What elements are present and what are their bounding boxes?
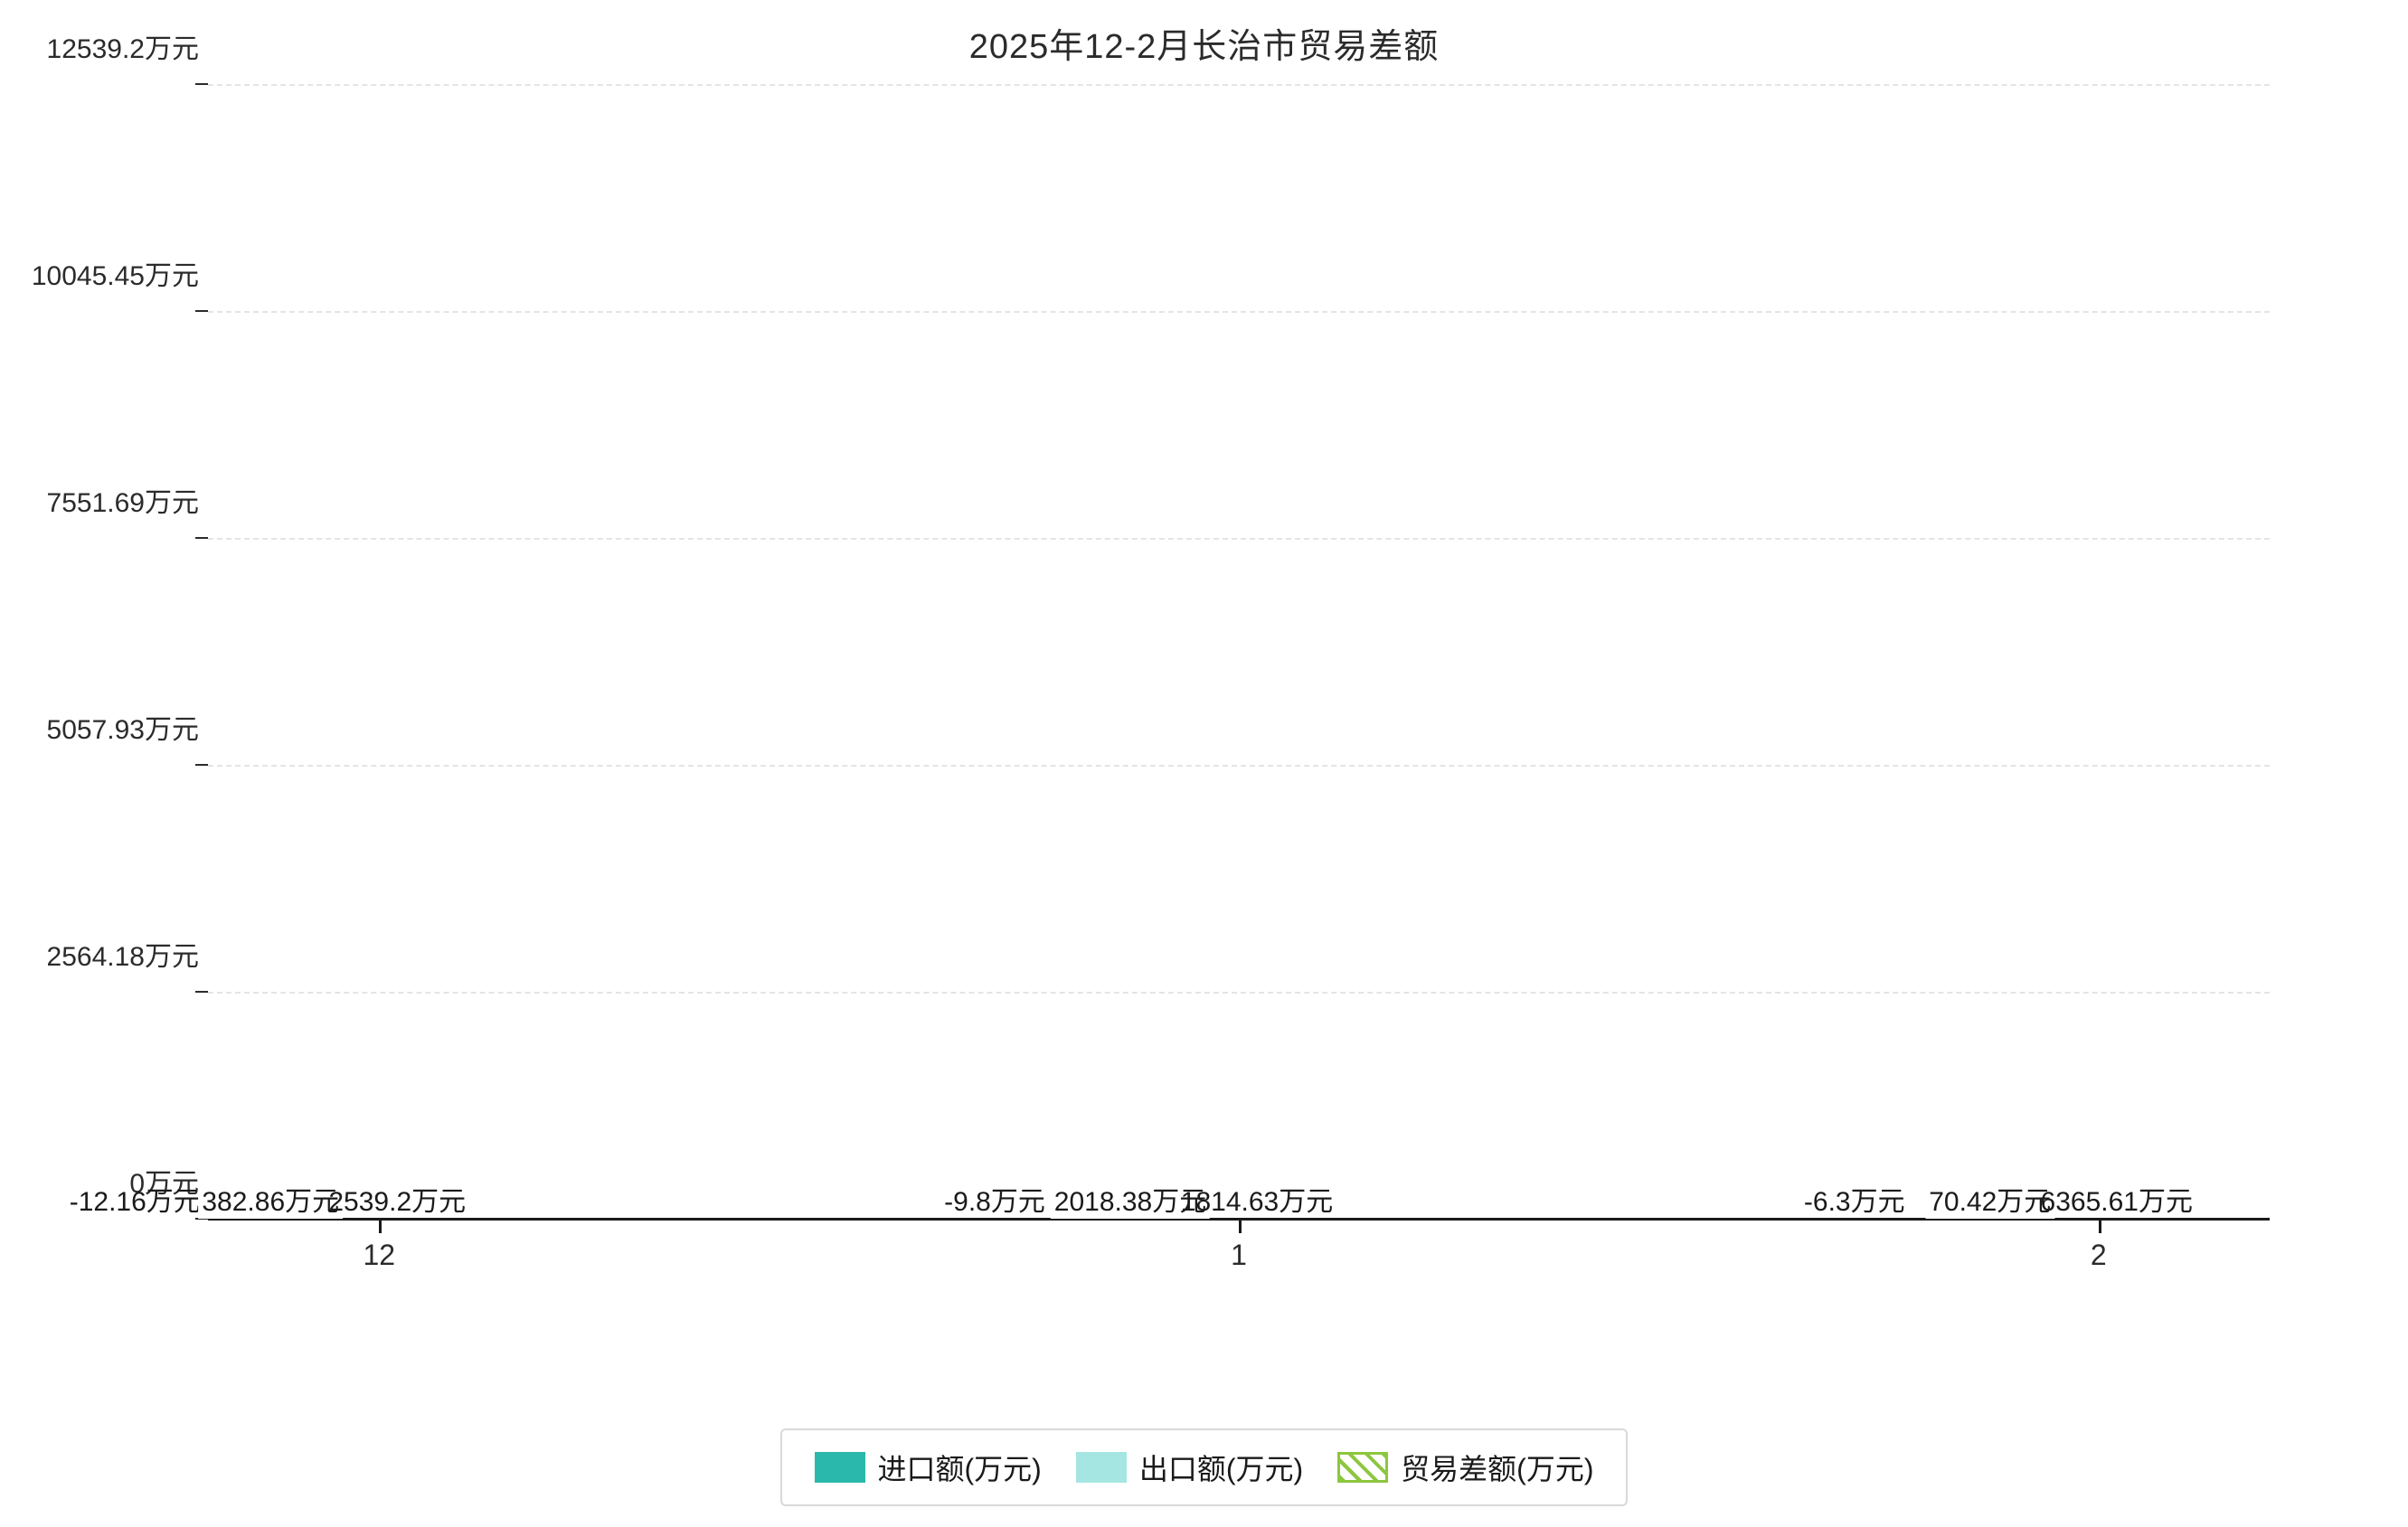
gridline-1 xyxy=(208,311,2270,313)
import-label-2: 70.42万元 xyxy=(1925,1179,2054,1219)
plot-area: 12539.2万元 10045.45万元 7551.69万元 5057.93万元… xyxy=(208,86,2270,1221)
gridline-3 xyxy=(208,765,2270,767)
ytick-label-3: 7551.69万元 xyxy=(0,480,199,520)
chart-root: 2025年12-2月长治市贸易差额 12539.2万元 10045.45万元 7… xyxy=(0,0,2408,1527)
balance-swatch-icon xyxy=(1337,1452,1388,1483)
legend-label-import: 进口额(万元) xyxy=(878,1447,1042,1488)
import-swatch-icon xyxy=(815,1452,865,1483)
xtick-mark-2 xyxy=(2099,1221,2101,1233)
ytick-dash-5 xyxy=(195,83,208,85)
xtick-label-2[interactable]: 2 xyxy=(2091,1239,2107,1272)
xtick-label-12[interactable]: 12 xyxy=(363,1239,395,1272)
ytick-label-1: 2564.18万元 xyxy=(0,934,199,974)
legend-label-balance: 贸易差额(万元) xyxy=(1401,1447,1593,1488)
legend-item-export[interactable]: 出口额(万元) xyxy=(1076,1447,1303,1488)
ytick-dash-4 xyxy=(195,310,208,312)
export-swatch-icon xyxy=(1076,1452,1127,1483)
legend: 进口额(万元) 出口额(万元) 贸易差额(万元) xyxy=(780,1428,1629,1506)
balance-label-1: -9.8万元 xyxy=(944,1179,1045,1219)
chart-title: 2025年12-2月长治市贸易差额 xyxy=(0,18,2408,68)
ytick-dash-1 xyxy=(195,991,208,993)
gridline-2 xyxy=(208,538,2270,540)
ytick-label-5: 12539.2万元 xyxy=(0,26,199,66)
export-label-12: 2539.2万元 xyxy=(328,1179,466,1219)
ytick-dash-2 xyxy=(195,764,208,766)
xtick-mark-1 xyxy=(1239,1221,1242,1233)
balance-label-12: -12.16万元 xyxy=(70,1179,201,1219)
ytick-dash-3 xyxy=(195,537,208,539)
legend-label-export: 出口额(万元) xyxy=(1139,1447,1303,1488)
xtick-mark-12 xyxy=(379,1221,382,1233)
gridline-0 xyxy=(208,84,2270,86)
export-label-2: 6365.61万元 xyxy=(2041,1179,2193,1219)
xtick-label-1[interactable]: 1 xyxy=(1231,1239,1247,1272)
legend-item-balance[interactable]: 贸易差额(万元) xyxy=(1337,1447,1593,1488)
legend-item-import[interactable]: 进口额(万元) xyxy=(815,1447,1042,1488)
balance-label-2: -6.3万元 xyxy=(1804,1179,1905,1219)
import-label-12: 382.86万元 xyxy=(198,1179,343,1219)
gridline-4 xyxy=(208,992,2270,994)
ytick-label-4: 10045.45万元 xyxy=(0,253,199,293)
export-label-1: 1814.63万元 xyxy=(1181,1179,1333,1219)
ytick-label-2: 5057.93万元 xyxy=(0,707,199,747)
